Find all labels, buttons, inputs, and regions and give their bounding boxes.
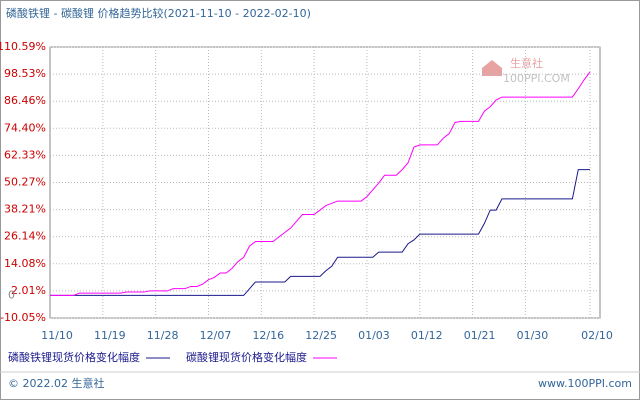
x-tick-label: 01/30 xyxy=(517,329,549,342)
x-tick-label: 01/21 xyxy=(464,329,496,342)
x-tick-label: 11/19 xyxy=(94,329,126,342)
y-tick-label: 110.59% xyxy=(0,40,46,53)
y-tick-label: 98.53% xyxy=(4,67,46,80)
footer-copyright: © 2022.02 生意社 xyxy=(8,376,104,390)
x-tick-label: 01/03 xyxy=(358,329,390,342)
legend-label: 磷酸铁锂现货价格变化幅度 xyxy=(8,350,140,364)
x-tick-label: 12/25 xyxy=(305,329,337,342)
baseline-label: 0 xyxy=(8,288,15,301)
series-line xyxy=(50,169,590,296)
y-tick-label: 50.27% xyxy=(4,176,46,189)
y-tick-label: 74.40% xyxy=(4,121,46,134)
y-tick-label: -10.05% xyxy=(0,311,46,324)
x-tick-label: 02/10 xyxy=(581,329,613,342)
watermark-name: 生意社 xyxy=(510,56,543,70)
y-tick-label: 14.08% xyxy=(4,257,46,270)
x-tick-label: 12/16 xyxy=(252,329,284,342)
x-tick-label: 12/07 xyxy=(200,329,232,342)
watermark-icon xyxy=(482,60,502,76)
x-tick-label: 01/12 xyxy=(411,329,443,342)
y-tick-label: 38.21% xyxy=(4,203,46,216)
y-tick-label: 2.01% xyxy=(11,284,46,297)
y-tick-label: 62.33% xyxy=(4,148,46,161)
y-tick-label: 26.14% xyxy=(4,230,46,243)
x-tick-label: 11/10 xyxy=(41,329,73,342)
series-line xyxy=(50,71,591,296)
chart-title: 磷酸铁锂 - 碳酸锂 价格趋势比较(2021-11-10 - 2022-02-1… xyxy=(6,6,311,20)
y-tick-label: 86.46% xyxy=(4,94,46,107)
watermark-site: 100PPI.COM xyxy=(503,72,570,85)
legend-label: 碳酸锂现货价格变化幅度 xyxy=(186,350,307,364)
watermark: 生意社 100PPI.COM xyxy=(482,56,570,85)
footer-site: www.100PPI.com xyxy=(538,377,632,390)
x-tick-label: 11/28 xyxy=(147,329,179,342)
